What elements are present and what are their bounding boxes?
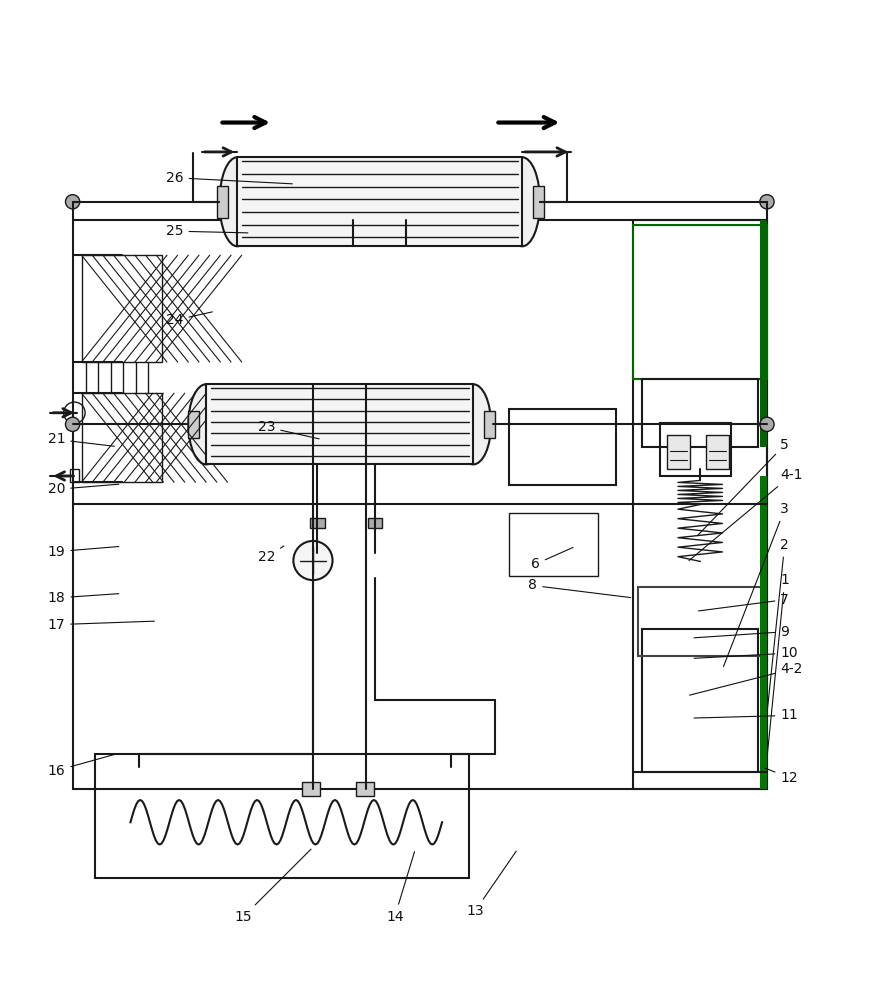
- Text: 8: 8: [529, 578, 630, 598]
- Text: 24: 24: [166, 312, 213, 327]
- Circle shape: [65, 417, 79, 431]
- Text: 16: 16: [47, 754, 114, 778]
- Circle shape: [294, 541, 332, 580]
- Text: 19: 19: [47, 545, 119, 559]
- Text: 14: 14: [386, 852, 414, 924]
- Bar: [633, 220, 767, 789]
- Bar: [760, 220, 767, 447]
- Text: 2: 2: [767, 538, 789, 711]
- Text: 6: 6: [531, 547, 573, 571]
- Bar: [355, 782, 373, 796]
- Bar: [81, 393, 162, 482]
- Text: 11: 11: [694, 708, 798, 722]
- Text: 18: 18: [47, 591, 119, 605]
- Ellipse shape: [220, 157, 255, 246]
- Text: 5: 5: [697, 438, 789, 535]
- Bar: [81, 255, 162, 362]
- Ellipse shape: [188, 384, 224, 464]
- Bar: [217, 186, 229, 218]
- Bar: [509, 513, 597, 576]
- Text: 7: 7: [698, 593, 789, 611]
- Text: 9: 9: [694, 625, 789, 639]
- Text: 4-1: 4-1: [689, 468, 803, 561]
- Text: 12: 12: [765, 768, 798, 785]
- Bar: [188, 411, 199, 438]
- Bar: [70, 469, 79, 482]
- Bar: [344, 212, 362, 227]
- Bar: [397, 212, 415, 227]
- Bar: [206, 384, 473, 464]
- Ellipse shape: [455, 384, 491, 464]
- Ellipse shape: [505, 157, 540, 246]
- Bar: [660, 423, 731, 476]
- Bar: [484, 411, 495, 438]
- Text: 17: 17: [47, 618, 154, 632]
- Bar: [667, 435, 689, 469]
- Text: 25: 25: [166, 224, 248, 238]
- Bar: [238, 157, 522, 246]
- Text: 15: 15: [235, 849, 311, 924]
- Text: 1: 1: [767, 573, 789, 755]
- Bar: [95, 754, 469, 878]
- Text: 22: 22: [258, 546, 284, 564]
- Text: 23: 23: [258, 420, 319, 439]
- Bar: [706, 435, 729, 469]
- Bar: [72, 220, 767, 789]
- Circle shape: [760, 417, 774, 431]
- Bar: [533, 186, 545, 218]
- Circle shape: [760, 195, 774, 209]
- Bar: [760, 476, 767, 789]
- Text: 4-2: 4-2: [689, 662, 803, 695]
- Text: 10: 10: [694, 646, 798, 660]
- Bar: [310, 518, 324, 528]
- Circle shape: [65, 195, 79, 209]
- Text: 26: 26: [166, 171, 292, 185]
- Bar: [638, 587, 763, 656]
- Text: 21: 21: [47, 432, 114, 446]
- Bar: [368, 518, 382, 528]
- Text: 13: 13: [466, 851, 516, 918]
- Text: 20: 20: [47, 482, 119, 496]
- Text: 3: 3: [723, 502, 789, 667]
- Bar: [642, 379, 758, 447]
- Bar: [303, 782, 320, 796]
- Bar: [633, 225, 767, 379]
- Bar: [642, 629, 758, 772]
- Bar: [509, 409, 615, 485]
